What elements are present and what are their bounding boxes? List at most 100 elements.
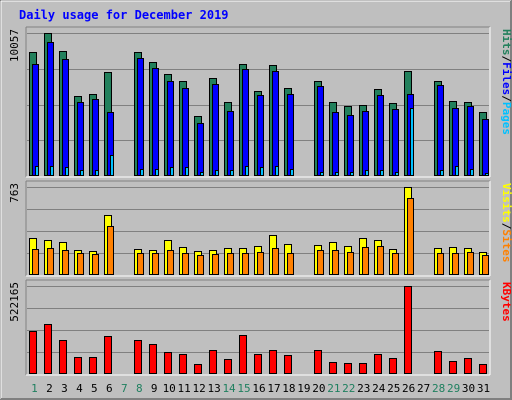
bar-files-18 — [287, 94, 294, 176]
bar-files-20 — [317, 86, 324, 176]
bar-sites-2 — [47, 248, 54, 275]
bar-files-16 — [257, 95, 264, 176]
bar-kbytes-6 — [104, 336, 112, 374]
bar-files-30 — [467, 106, 474, 176]
panel-1: 10057 Hits/Files/Pages — [8, 26, 512, 178]
bar-sites-17 — [272, 248, 279, 275]
bar-files-15 — [242, 69, 249, 176]
series-pages — [35, 108, 489, 176]
bar-pages-16 — [260, 167, 264, 176]
bar-files-12 — [197, 123, 204, 176]
day-label-14: 14 — [222, 382, 236, 395]
bar-sites-30 — [467, 252, 474, 275]
day-label-4: 4 — [76, 382, 83, 395]
bar-files-17 — [272, 71, 279, 176]
bar-sites-10 — [167, 250, 174, 275]
bar-kbytes-5 — [89, 357, 97, 374]
day-label-2: 2 — [46, 382, 53, 395]
bar-pages-10 — [170, 167, 174, 176]
bar-pages-18 — [290, 169, 294, 176]
legend-visits: Visits — [500, 183, 512, 223]
day-label-6: 6 — [106, 382, 113, 395]
bar-pages-4 — [80, 170, 84, 176]
day-label-29: 29 — [447, 382, 460, 395]
bar-sites-15 — [242, 253, 249, 275]
day-label-17: 17 — [267, 382, 280, 395]
bar-pages-11 — [185, 167, 189, 176]
bar-files-9 — [152, 68, 159, 176]
bar-kbytes-2 — [44, 324, 52, 374]
day-label-15: 15 — [237, 382, 250, 395]
bar-files-5 — [92, 99, 99, 176]
panel-max-label: 763 — [8, 183, 21, 203]
bar-sites-18 — [287, 253, 294, 275]
bar-kbytes-31 — [479, 364, 487, 374]
bar-sites-29 — [452, 253, 459, 275]
bar-pages-24 — [380, 170, 384, 176]
day-label-20: 20 — [312, 382, 325, 395]
bar-pages-26 — [410, 108, 414, 176]
bar-pages-6 — [110, 155, 114, 176]
bar-sites-25 — [392, 253, 399, 275]
bar-sites-22 — [347, 252, 354, 275]
bar-kbytes-28 — [434, 351, 442, 374]
panel-max-label: 10057 — [8, 29, 21, 62]
day-label-28: 28 — [432, 382, 445, 395]
panel-3: 522165 KBytes — [8, 279, 512, 376]
bar-files-13 — [212, 84, 219, 176]
series-sites — [32, 198, 489, 275]
bar-pages-5 — [95, 170, 99, 176]
bar-sites-1 — [32, 249, 39, 275]
bar-pages-2 — [50, 166, 54, 176]
bar-pages-17 — [275, 166, 279, 176]
bar-kbytes-21 — [329, 362, 337, 374]
bar-sites-13 — [212, 254, 219, 275]
day-label-12: 12 — [193, 382, 206, 395]
bar-pages-13 — [215, 170, 219, 176]
bar-kbytes-13 — [209, 350, 217, 374]
panel-legend: KBytes — [500, 282, 512, 322]
bar-sites-20 — [317, 250, 324, 275]
bar-pages-23 — [365, 170, 369, 176]
bar-files-22 — [347, 115, 354, 176]
panel-legend: Hits/Files/Pages — [500, 29, 512, 135]
bar-sites-9 — [152, 253, 159, 275]
bar-files-14 — [227, 111, 234, 176]
legend-separator: / — [500, 95, 512, 102]
bar-files-8 — [137, 58, 144, 176]
bar-sites-31 — [482, 255, 489, 275]
day-axis: 1 2 3 4 5 6 7 8 9 10 11 12 13 14 15 16 17 18 19 20 21 22 23 24 2… — [31, 382, 490, 395]
bar-pages-30 — [470, 169, 474, 176]
bar-kbytes-1 — [29, 331, 37, 374]
day-label-27: 27 — [417, 382, 430, 395]
day-label-24: 24 — [372, 382, 386, 395]
bar-files-10 — [167, 81, 174, 176]
day-label-31: 31 — [477, 382, 490, 395]
panel-2: 763 Visits/Sites — [8, 180, 512, 277]
bar-kbytes-25 — [389, 358, 397, 374]
bar-kbytes-9 — [149, 344, 157, 374]
bar-files-3 — [62, 59, 69, 176]
bar-pages-29 — [455, 166, 459, 176]
bar-kbytes-15 — [239, 335, 247, 374]
bar-kbytes-4 — [74, 357, 82, 374]
bar-pages-22 — [350, 172, 354, 176]
bar-pages-12 — [200, 172, 204, 176]
bar-sites-4 — [77, 253, 84, 275]
bar-files-4 — [77, 102, 84, 176]
bar-kbytes-3 — [59, 340, 67, 374]
legend-pages: Pages — [500, 102, 512, 135]
bar-kbytes-14 — [224, 359, 232, 374]
bar-pages-28 — [440, 170, 444, 176]
day-label-30: 30 — [462, 382, 475, 395]
bar-files-29 — [452, 108, 459, 176]
bar-pages-1 — [35, 166, 39, 176]
bar-files-24 — [377, 95, 384, 176]
bar-sites-11 — [182, 253, 189, 275]
legend-separator: / — [500, 223, 512, 230]
bar-sites-23 — [362, 247, 369, 275]
bar-kbytes-10 — [164, 352, 172, 374]
